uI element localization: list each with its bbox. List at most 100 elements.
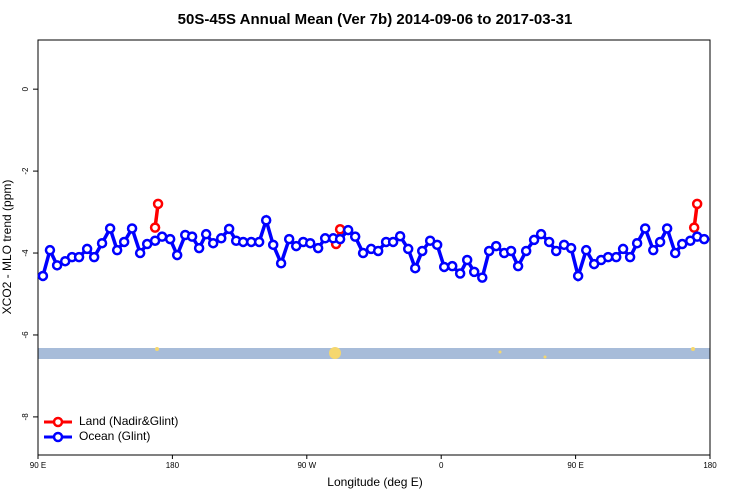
data-point xyxy=(490,240,502,252)
data-point xyxy=(44,244,56,256)
y-tick-label: 0 xyxy=(21,86,30,91)
data-point xyxy=(237,236,249,248)
data-point xyxy=(207,237,219,249)
data-point xyxy=(349,231,361,242)
band-dot xyxy=(498,350,502,354)
data-point xyxy=(149,222,161,233)
data-point xyxy=(461,254,473,266)
data-point xyxy=(275,258,287,269)
data-point xyxy=(528,234,540,246)
data-point xyxy=(334,224,346,235)
data-point xyxy=(688,222,700,233)
data-point xyxy=(215,233,227,244)
data-point xyxy=(676,238,688,250)
data-point xyxy=(477,272,488,283)
data-point xyxy=(104,223,116,234)
data-point xyxy=(342,224,354,236)
surface-band xyxy=(38,348,710,359)
y-axis-label: XCO2 - MLO trend (ppm) xyxy=(0,180,14,315)
x-tick-label: 180 xyxy=(703,461,717,470)
data-point xyxy=(394,230,406,242)
data-point xyxy=(669,247,681,259)
data-point xyxy=(654,236,666,248)
data-point xyxy=(186,231,198,242)
data-point xyxy=(550,245,562,257)
data-point xyxy=(648,244,659,256)
data-point xyxy=(447,260,458,272)
data-point xyxy=(691,198,703,210)
data-point xyxy=(661,223,673,234)
data-point xyxy=(387,236,399,248)
x-tick-label: 90 W xyxy=(297,461,316,470)
data-point xyxy=(118,236,130,248)
legend-marker xyxy=(52,416,64,428)
data-point xyxy=(602,251,614,263)
data-point xyxy=(88,251,100,263)
data-point xyxy=(193,242,205,254)
data-point xyxy=(81,243,93,255)
legend-marker xyxy=(52,431,64,443)
data-point xyxy=(37,270,49,282)
data-point xyxy=(431,239,443,251)
data-point xyxy=(319,233,331,244)
data-point xyxy=(698,233,710,245)
band-dot xyxy=(155,347,159,351)
data-point xyxy=(260,215,272,226)
y-tick-label: -2 xyxy=(21,167,30,175)
data-point xyxy=(580,244,592,256)
y-tick-label: -4 xyxy=(21,249,30,257)
data-point xyxy=(409,262,421,274)
data-point xyxy=(152,198,164,210)
data-point xyxy=(543,236,555,248)
data-point xyxy=(505,245,517,257)
data-point xyxy=(73,251,85,263)
data-point xyxy=(520,245,532,257)
y-tick-label: -6 xyxy=(21,331,30,339)
data-point xyxy=(200,228,212,240)
data-point xyxy=(334,233,346,245)
band-dot xyxy=(329,347,341,359)
data-point xyxy=(402,243,414,255)
data-point xyxy=(416,245,428,257)
band-markers xyxy=(155,347,695,359)
data-point xyxy=(223,223,235,235)
data-point xyxy=(312,242,324,254)
data-point xyxy=(304,237,316,249)
band-dot xyxy=(543,355,547,359)
data-point xyxy=(610,251,622,263)
data-point xyxy=(454,268,466,279)
data-point xyxy=(357,247,369,259)
data-point xyxy=(535,228,547,240)
data-point xyxy=(512,260,524,272)
data-point xyxy=(631,237,643,249)
data-point xyxy=(617,243,629,255)
data-point xyxy=(51,260,63,271)
data-point xyxy=(156,231,168,242)
data-point xyxy=(565,242,577,254)
data-point xyxy=(96,237,108,249)
legend-label: Ocean (Glint) xyxy=(79,429,150,443)
data-point xyxy=(438,261,450,273)
y-tick-label: -8 xyxy=(21,413,30,421)
data-point xyxy=(171,249,183,261)
x-tick-label: 180 xyxy=(166,461,180,470)
data-point xyxy=(164,233,176,245)
chart-title: 50S-45S Annual Mean (Ver 7b) 2014-09-06 … xyxy=(178,11,573,28)
x-axis-label: Longitude (deg E) xyxy=(327,475,422,489)
x-tick-label: 90 E xyxy=(567,461,583,470)
data-point xyxy=(126,223,138,234)
plot-frame xyxy=(37,39,711,456)
data-point xyxy=(253,236,265,248)
legend-label: Land (Nadir&Glint) xyxy=(79,414,178,428)
data-point xyxy=(283,233,295,245)
data-point xyxy=(483,245,495,257)
x-tick-label: 90 E xyxy=(30,461,46,470)
data-point xyxy=(372,245,384,257)
data-point xyxy=(468,266,480,278)
data-point xyxy=(111,244,123,256)
data-point xyxy=(624,251,636,263)
data-point xyxy=(134,247,146,259)
x-tick-label: 0 xyxy=(439,461,444,470)
band-dot xyxy=(691,347,695,351)
